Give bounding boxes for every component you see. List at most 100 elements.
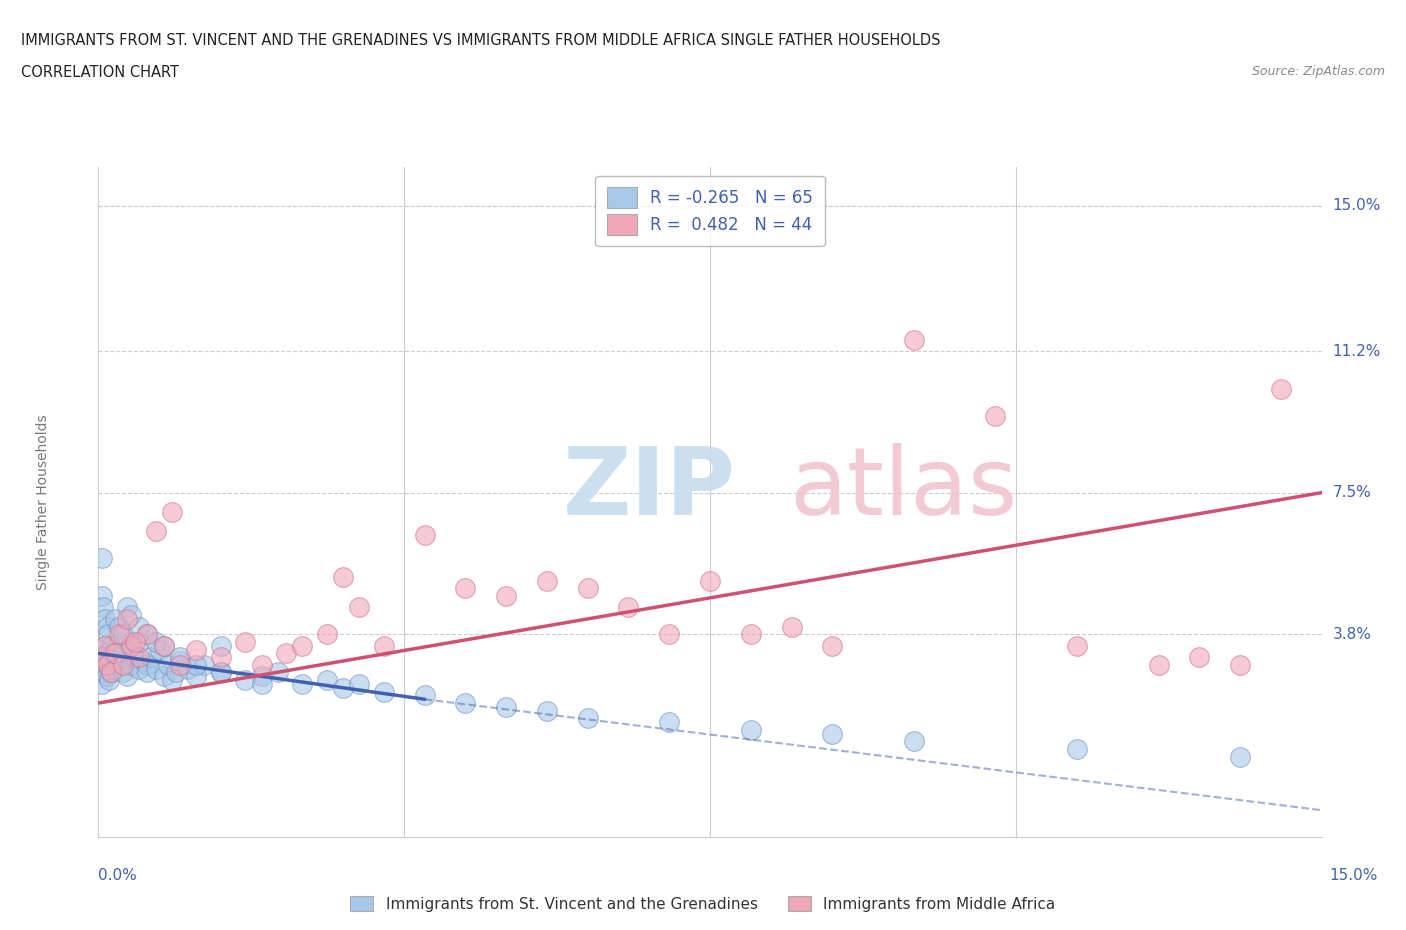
Point xyxy=(186,642,208,657)
Point xyxy=(1229,658,1251,672)
Point xyxy=(120,638,142,653)
Point xyxy=(111,650,134,665)
Point xyxy=(160,672,183,687)
Point xyxy=(780,619,803,634)
Legend: Immigrants from St. Vincent and the Grenadines, Immigrants from Middle Africa: Immigrants from St. Vincent and the Gren… xyxy=(344,889,1062,918)
Point xyxy=(115,669,138,684)
Point xyxy=(111,627,134,642)
Point xyxy=(108,658,131,672)
Point xyxy=(160,504,183,519)
Point xyxy=(136,627,159,642)
Point xyxy=(1147,658,1170,672)
Point xyxy=(120,607,142,622)
Point xyxy=(658,627,681,642)
Text: 0.0%: 0.0% xyxy=(98,868,138,883)
Point xyxy=(128,650,150,665)
Point xyxy=(94,611,117,626)
Point xyxy=(454,696,477,711)
Point xyxy=(111,665,134,680)
Point xyxy=(100,654,122,669)
Point xyxy=(96,669,118,684)
Point xyxy=(115,611,138,626)
Point xyxy=(97,627,120,642)
Point xyxy=(100,642,122,657)
Point xyxy=(96,658,118,672)
Point xyxy=(156,658,179,672)
Point xyxy=(332,681,354,696)
Point xyxy=(115,600,138,615)
Point xyxy=(100,665,122,680)
Point xyxy=(97,658,120,672)
Point xyxy=(94,654,117,669)
Point xyxy=(1229,750,1251,764)
Point xyxy=(1270,382,1292,397)
Point xyxy=(120,638,142,653)
Point xyxy=(209,638,232,653)
Point xyxy=(576,711,599,725)
Point xyxy=(124,650,146,665)
Point xyxy=(617,600,640,615)
Point xyxy=(209,665,232,680)
Point xyxy=(104,638,127,653)
Text: 15.0%: 15.0% xyxy=(1329,868,1378,883)
Point xyxy=(124,634,146,649)
Point xyxy=(128,619,150,634)
Text: ZIP: ZIP xyxy=(564,443,737,535)
Point xyxy=(91,551,114,565)
Point xyxy=(821,638,844,653)
Point xyxy=(274,646,297,661)
Point xyxy=(91,600,114,615)
Text: 15.0%: 15.0% xyxy=(1333,198,1381,213)
Point xyxy=(94,638,117,653)
Point xyxy=(454,581,477,596)
Text: CORRELATION CHART: CORRELATION CHART xyxy=(21,65,179,80)
Point xyxy=(91,589,114,604)
Point xyxy=(94,665,117,680)
Point xyxy=(186,658,208,672)
Point xyxy=(152,669,174,684)
Text: atlas: atlas xyxy=(790,443,1018,535)
Point xyxy=(136,665,159,680)
Legend: R = -0.265   N = 65, R =  0.482   N = 44: R = -0.265 N = 65, R = 0.482 N = 44 xyxy=(595,176,825,246)
Point xyxy=(104,611,127,626)
Point xyxy=(233,672,256,687)
Point xyxy=(96,661,118,676)
Point xyxy=(96,646,118,661)
Point xyxy=(169,650,191,665)
Point xyxy=(104,650,127,665)
Text: IMMIGRANTS FROM ST. VINCENT AND THE GRENADINES VS IMMIGRANTS FROM MIDDLE AFRICA : IMMIGRANTS FROM ST. VINCENT AND THE GREN… xyxy=(21,33,941,47)
Point xyxy=(91,676,114,691)
Point xyxy=(495,589,517,604)
Point xyxy=(903,734,925,749)
Point xyxy=(108,619,131,634)
Point xyxy=(495,699,517,714)
Point xyxy=(349,676,371,691)
Point xyxy=(903,332,925,347)
Point xyxy=(315,627,337,642)
Point xyxy=(136,658,159,672)
Point xyxy=(315,672,337,687)
Point xyxy=(658,715,681,730)
Point xyxy=(93,650,115,665)
Point xyxy=(96,619,118,634)
Point xyxy=(104,661,127,676)
Point xyxy=(169,658,191,672)
Point xyxy=(740,627,762,642)
Point xyxy=(821,726,844,741)
Point xyxy=(149,642,172,657)
Point xyxy=(332,569,354,584)
Point xyxy=(250,669,273,684)
Point xyxy=(209,665,232,680)
Point xyxy=(267,665,290,680)
Point xyxy=(108,627,131,642)
Point xyxy=(128,634,150,649)
Text: Source: ZipAtlas.com: Source: ZipAtlas.com xyxy=(1251,65,1385,78)
Point xyxy=(98,672,121,687)
Point xyxy=(104,646,127,661)
Text: 7.5%: 7.5% xyxy=(1333,485,1371,500)
Point xyxy=(576,581,599,596)
Text: 11.2%: 11.2% xyxy=(1333,343,1381,359)
Point xyxy=(250,658,273,672)
Point xyxy=(101,658,124,672)
Point xyxy=(209,650,232,665)
